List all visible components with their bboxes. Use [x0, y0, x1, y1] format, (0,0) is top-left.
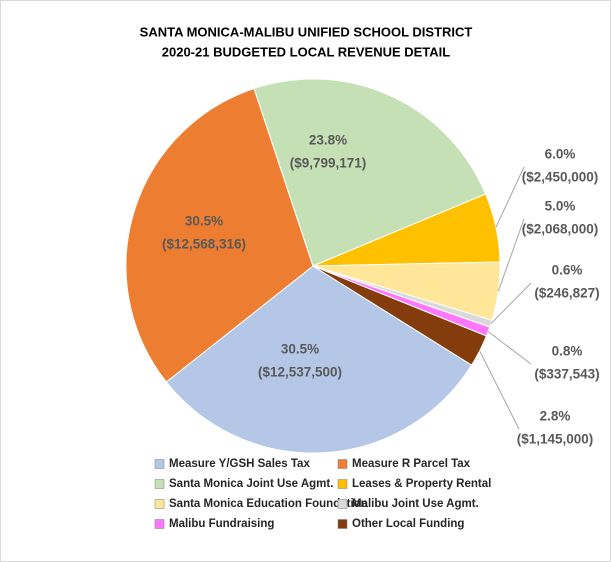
- legend-label: Malibu Joint Use Agmt.: [352, 498, 479, 510]
- percent-label: 23.8%: [309, 133, 347, 148]
- legend-swatch: [337, 479, 348, 489]
- legend-label: Other Local Funding: [352, 518, 464, 530]
- pie-slice: [125, 87, 314, 383]
- value-label: ($2,068,000): [522, 222, 599, 237]
- value-label: ($12,537,500): [258, 365, 342, 380]
- value-label: ($12,568,316): [162, 237, 246, 252]
- legend-label: Measure R Parcel Tax: [352, 458, 471, 470]
- pie-slice: [165, 265, 473, 454]
- value-label: ($1,145,000): [517, 432, 594, 447]
- legend-swatch: [154, 479, 165, 489]
- legend-label: Santa Monica Education Foundation: [169, 498, 368, 510]
- value-label: ($246,827): [534, 286, 599, 301]
- legend-swatch: [154, 519, 165, 529]
- legend-label: Malibu Fundraising: [169, 518, 274, 530]
- percent-label: 0.6%: [552, 263, 583, 278]
- legend-swatch: [337, 459, 348, 469]
- percent-label: 2.8%: [540, 409, 571, 424]
- leader-line: [490, 282, 532, 324]
- legend-swatch: [154, 499, 165, 509]
- percent-label: 30.5%: [185, 214, 223, 229]
- leader-line: [479, 350, 520, 430]
- percent-label: 0.8%: [552, 344, 583, 359]
- pie-slice: [253, 78, 487, 267]
- chart-title: SANTA MONICA-MALIBU UNIFIED SCHOOL DISTR…: [140, 24, 473, 39]
- legend-label: Measure Y/GSH Sales Tax: [169, 458, 310, 470]
- legend-swatch: [337, 499, 348, 509]
- legend-label: Leases & Property Rental: [352, 478, 491, 490]
- legend-swatch: [154, 459, 165, 469]
- legend-swatch: [337, 519, 348, 529]
- leader-line: [495, 166, 525, 228]
- value-label: ($337,543): [534, 367, 599, 382]
- chart-title: 2020-21 BUDGETED LOCAL REVENUE DETAIL: [162, 44, 451, 59]
- value-label: ($9,799,171): [290, 156, 367, 171]
- value-label: ($2,450,000): [522, 170, 599, 185]
- legend-label: Santa Monica Joint Use Agmt.: [169, 478, 333, 490]
- percent-label: 5.0%: [545, 199, 576, 214]
- percent-label: 30.5%: [281, 342, 319, 357]
- percent-label: 6.0%: [545, 147, 576, 162]
- leader-line: [497, 218, 525, 292]
- leader-line: [487, 331, 532, 365]
